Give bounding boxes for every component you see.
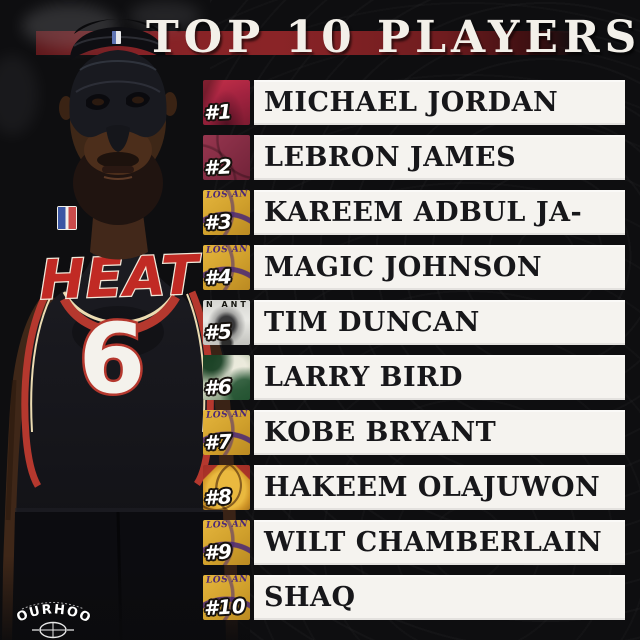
list-item: #2 LEBRON JAMES (203, 135, 625, 180)
rank-badge: #9 (203, 539, 233, 565)
arm-tattoo (5, 379, 17, 521)
thumbnail-caption: LOS AN (205, 574, 249, 586)
player-thumbnail: N ANT #5 (203, 300, 250, 345)
mustache (97, 152, 139, 168)
list-item: LOS AN #10 SHAQ (203, 574, 625, 621)
thumbnail-caption: LOS AN (205, 244, 249, 256)
name-bar: WILT CHAMBERLAIN (254, 520, 625, 565)
name-bar: LARRY BIRD (254, 355, 625, 400)
player-thumbnail: #2 (203, 135, 250, 180)
player-name: KOBE BRYANT (264, 417, 497, 448)
jersey-number-text: 6 (79, 303, 146, 415)
logo-text: OURHOOPS (10, 592, 94, 627)
list-item: LOS AN #3 KAREEM ADBUL JA- (203, 189, 625, 235)
list-item: LOS AN #7 KOBE BRYANT (203, 409, 625, 455)
player-thumbnail: LOS AN #9 (203, 519, 250, 565)
name-bar: MAGIC JOHNSON (254, 245, 625, 290)
list-item: LOS AN #4 MAGIC JOHNSON (203, 244, 625, 290)
rank-badge: #5 (203, 319, 233, 345)
thumbnail-caption: N ANT (206, 300, 249, 309)
basketball-icon (32, 621, 74, 639)
name-bar: TIM DUNCAN (254, 300, 625, 345)
armhole-trim-right (21, 292, 50, 488)
player-name: MICHAEL JORDAN (264, 87, 559, 118)
waistband (15, 508, 223, 512)
player-name: WILT CHAMBERLAIN (264, 527, 603, 558)
player-thumbnail: #6 (203, 355, 250, 400)
headband (70, 27, 166, 60)
top10-list: #1 MICHAEL JORDAN #2 LEBRON JAMES LOS AN… (203, 80, 625, 630)
rank-badge: #1 (203, 99, 233, 125)
collar-trim (60, 294, 180, 336)
thumbnail-caption: LOS AN (205, 189, 249, 201)
rank-badge: #4 (203, 264, 233, 290)
thumbnail-caption: LOS AN (205, 519, 249, 531)
player-thumbnail: LOS AN #4 (203, 244, 250, 290)
player-thumbnail: #1 (203, 80, 250, 125)
name-bar: HAKEEM OLAJUWON (254, 465, 625, 510)
name-bar: MICHAEL JORDAN (254, 80, 625, 125)
list-item: LOS AN #9 WILT CHAMBERLAIN (203, 519, 625, 565)
armhole-inner-right (30, 295, 52, 433)
name-bar: KOBE BRYANT (254, 410, 625, 455)
player-name: MAGIC JOHNSON (264, 252, 543, 283)
nba-logo-patch (57, 206, 77, 230)
player-name: SHAQ (264, 582, 356, 613)
rank-badge: #2 (203, 154, 233, 180)
lower-lip (103, 176, 133, 180)
list-item: N ANT #5 TIM DUNCAN (203, 300, 625, 345)
player-name: TIM DUNCAN (264, 307, 480, 338)
rank-badge: #7 (203, 429, 233, 455)
player-thumbnail: LOS AN #10 (203, 574, 250, 621)
rank-badge: #6 (203, 374, 233, 400)
player-name: LEBRON JAMES (264, 142, 517, 173)
player-name: KAREEM ADBUL JA- (264, 197, 583, 228)
ourhoops-logo: OURHOOPS (10, 592, 94, 639)
thumbnail-caption: LOS AN (205, 409, 249, 421)
ear-right (59, 96, 73, 120)
rank-badge: #8 (203, 484, 233, 510)
collar-trim-inner (62, 289, 178, 324)
page-title: TOP 10 PLAYERS (146, 12, 640, 63)
name-bar: KAREEM ADBUL JA- (254, 190, 625, 235)
name-bar: LEBRON JAMES (254, 135, 625, 180)
list-item: #6 LARRY BIRD (203, 355, 625, 400)
list-item: #8 HAKEEM OLAJUWON (203, 465, 625, 510)
logo-top-arc (21, 602, 85, 610)
player-thumbnail: LOS AN #3 (203, 189, 250, 235)
player-name: LARRY BIRD (264, 362, 463, 393)
player-name: HAKEEM OLAJUWON (264, 472, 601, 503)
name-bar: SHAQ (254, 575, 625, 620)
face-mask (69, 50, 167, 152)
list-item: #1 MICHAEL JORDAN (203, 80, 625, 125)
rank-badge: #3 (203, 209, 233, 235)
mouth (102, 166, 134, 173)
player-thumbnail: #8 (203, 465, 250, 510)
rank-badge: #10 (203, 593, 247, 621)
hair (74, 19, 162, 34)
player-thumbnail: LOS AN #7 (203, 409, 250, 455)
